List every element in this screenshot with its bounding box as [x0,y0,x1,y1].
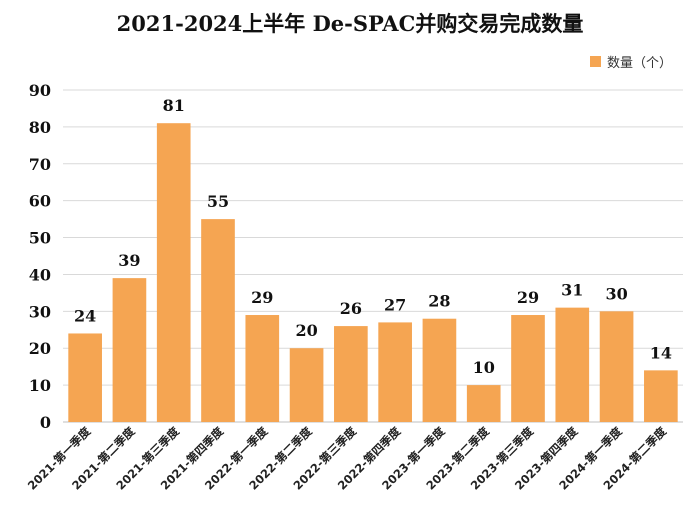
bar [555,307,590,422]
bar [201,219,235,422]
legend-label: 数量（个） [607,56,673,71]
data-label: 14 [650,343,672,362]
legend: 数量（个） [590,52,672,71]
data-label: 24 [74,306,96,325]
bar [422,318,457,422]
bar [245,315,280,422]
y-tick-label: 70 [29,155,51,174]
bar [112,278,147,422]
data-label: 81 [163,96,185,115]
data-label: 29 [517,288,539,307]
y-axis: 0 10 20 30 40 50 60 70 80 90 [29,81,51,432]
bar [378,322,412,422]
y-tick-label: 0 [40,413,51,432]
grid-lines [63,89,683,423]
bar [334,326,368,422]
data-label: 28 [428,292,450,311]
bar [599,311,634,422]
chart-title: 2021-2024上半年 De-SPAC并购交易完成数量 [116,11,584,36]
y-tick-label: 30 [29,302,51,321]
bar [511,315,545,422]
y-tick-label: 50 [29,229,51,248]
data-label: 26 [340,299,362,318]
legend-swatch [590,56,601,67]
data-label: 27 [384,295,406,314]
y-tick-label: 90 [29,81,51,100]
data-label: 29 [251,288,273,307]
data-label: 55 [207,192,229,211]
bar [466,385,501,422]
bars [68,123,678,422]
bar [68,333,102,422]
y-tick-label: 10 [29,376,51,395]
y-tick-label: 20 [29,339,51,358]
bar [156,123,191,422]
data-labels: 24 39 81 55 29 20 26 27 28 10 29 31 30 14 [74,96,672,377]
y-tick-label: 40 [29,265,51,284]
data-label: 39 [118,251,140,270]
data-label: 20 [295,321,317,340]
bar [644,370,678,422]
bar [289,348,324,422]
data-label: 31 [561,281,583,300]
data-label: 30 [605,284,627,303]
y-tick-label: 80 [29,118,51,137]
data-label: 10 [473,358,495,377]
y-tick-label: 60 [29,192,51,211]
x-axis: 2021-第一季度2021-第二季度2021-第三季度2021-第四季度2022… [25,424,670,493]
